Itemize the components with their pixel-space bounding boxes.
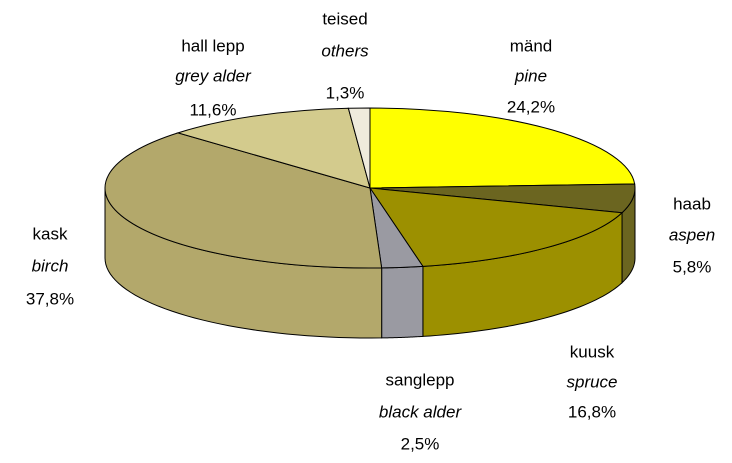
pie-slice xyxy=(347,107,371,189)
pie-slice xyxy=(369,107,636,189)
slice-label: hall lepp xyxy=(181,36,244,55)
pie-side xyxy=(381,265,424,339)
pie-slice xyxy=(104,132,383,269)
slice-label: sanglepp xyxy=(385,370,454,389)
slice-label-en: others xyxy=(321,41,369,60)
slice-value-label: 16,8% xyxy=(568,402,616,421)
slice-label: teised xyxy=(322,9,367,28)
slice-label: kuusk xyxy=(570,342,615,361)
slice-label-en: black alder xyxy=(379,402,463,421)
slice-value-label: 5,8% xyxy=(673,257,712,276)
slice-label-en: spruce xyxy=(566,372,617,391)
slice-value-label: 2,5% xyxy=(401,434,440,453)
slice-value-label: 24,2% xyxy=(507,97,555,116)
slice-value-label: 11,6% xyxy=(190,100,237,119)
slice-label-en: pine xyxy=(514,66,547,85)
slice-label-en: grey alder xyxy=(175,66,252,85)
slice-label: haab xyxy=(673,194,711,213)
pie-slice xyxy=(368,187,624,267)
slice-label: mänd xyxy=(510,36,553,55)
slice-value-label: 37,8% xyxy=(26,289,74,308)
pie-slice xyxy=(176,107,371,189)
slice-label: kask xyxy=(33,224,68,243)
slice-value-label: 1,3% xyxy=(326,83,365,102)
slice-label-en: aspen xyxy=(669,225,715,244)
slice-label-en: birch xyxy=(32,256,69,275)
